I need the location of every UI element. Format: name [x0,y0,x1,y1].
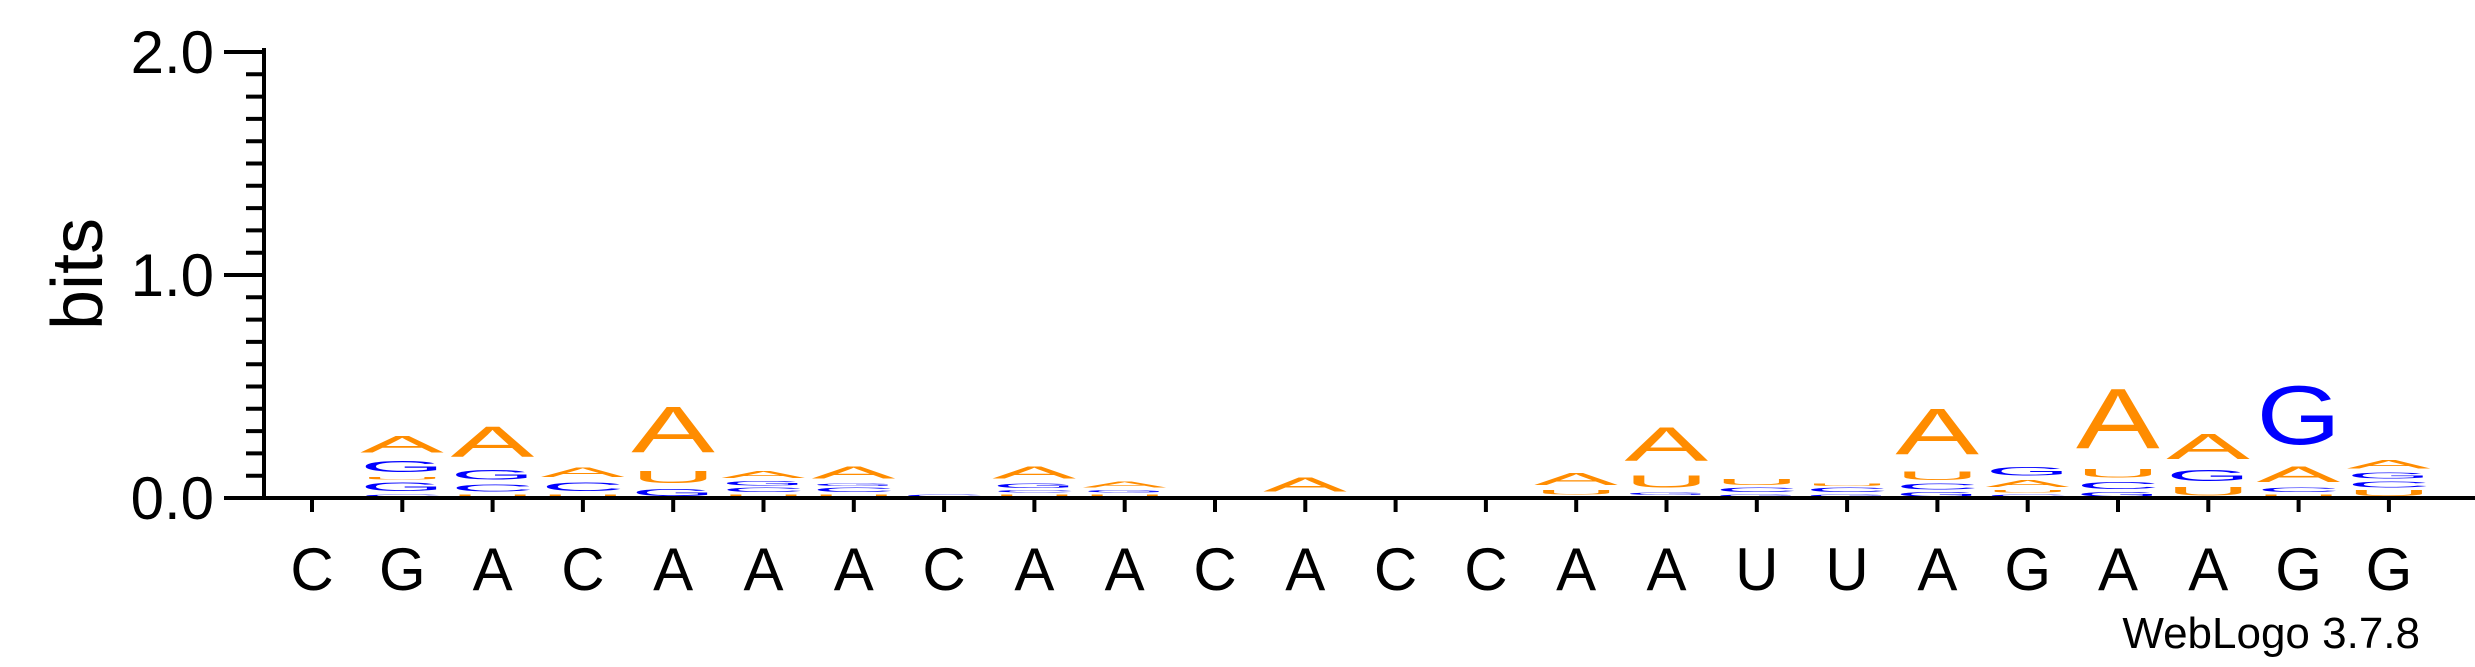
logo-letter-u: U [2076,467,2160,480]
x-tick-label: A [1646,536,1686,603]
logo-letter-u: U [1986,489,2070,493]
logo-letter-g: G [1895,491,1979,498]
x-tick-label: C [561,536,604,603]
logo-letter-g: G [360,480,444,493]
logo-letter-g: G [1083,489,1167,493]
logo-letter-u: U [1895,469,1979,482]
logo-letter-c: C [360,494,444,498]
y-ticks: 0.0 1.0 2.0 [131,19,264,532]
logo-letter-a: A [1263,474,1347,496]
x-tick-label: A [1917,536,1957,603]
logo-letter-g: G [2076,491,2160,498]
logo-letter-a: A [631,393,715,467]
x-tick-label: G [2366,536,2413,603]
logo-letter-a: A [1895,395,1979,469]
logo-letter-c: C [992,489,1076,493]
x-tick-label: C [1193,536,1236,603]
logo-letter-a: A [451,417,535,466]
logo-letter-u: U [722,494,806,498]
x-tick-label: G [2004,536,2051,603]
x-tick-label: A [1014,536,1054,603]
x-tick-label: G [379,536,426,603]
x-tick-label: U [1825,536,1868,603]
x-tick-label: C [1464,536,1507,603]
logo-letter-a: A [2347,458,2431,471]
x-tick-label: A [834,536,874,603]
x-tick-label: U [1735,536,1778,603]
logo-letter-a: A [1986,478,2071,489]
logo-letter-g: G [992,482,1076,489]
x-tick-label: A [743,536,783,603]
y-tick-label: 2.0 [131,19,214,86]
x-tick-label: A [2098,536,2138,603]
y-tick-label: 1.0 [131,242,214,309]
weblogo-credit: WebLogo 3.7.8 [2122,609,2420,658]
logo-letter-g: G [2257,369,2341,462]
logo-letter-u: U [360,476,444,480]
logo-letter-g: G [812,482,896,486]
logo-letter-c: C [1986,494,2070,498]
y-axis-title: bits [38,218,118,330]
logo-letter-u: U [1805,482,1889,486]
logo-letter-c: C [1895,482,1979,491]
logo-letter-c: C [902,494,986,498]
logo-letter-c: C [451,482,535,493]
logo-letter-c: C [812,487,896,494]
logo-letter-a: A [722,469,807,480]
logo-letter-u: U [2257,494,2341,498]
x-tick-label: C [922,536,965,603]
x-tick-label: C [1374,536,1417,603]
logo-letter-a: A [992,462,1076,482]
logo-letter-u: U [1625,471,1709,491]
logo-letter-c: C [1805,487,1889,494]
logo-letter-a: A [2076,371,2160,467]
logo-letter-g: G [722,480,806,487]
x-tick-label: A [1285,536,1325,603]
logo-letter-a: A [541,464,625,480]
logo-letter-u: U [812,494,896,498]
logo-letter-a: A [360,431,445,458]
logo-letter-g: G [1625,491,1709,495]
x-tick-label: A [1556,536,1596,603]
logo-letter-g: G [2166,467,2250,485]
logo-letter-u: U [1715,478,1799,487]
logo-letter-c: C [722,487,806,494]
logo-letter-g: G [2347,471,2431,480]
logo-letter-g: G [360,458,444,476]
logo-letter-a: A [2257,463,2341,487]
logo-letter-a: A [1083,480,1168,489]
logo-letter-g: G [1805,494,1889,498]
logo-letter-u: U [2347,489,2431,498]
logo-letter-g: G [631,487,715,498]
logo-letter-c: C [541,480,625,493]
logo-letter-u: U [992,494,1076,498]
x-tick-label: G [2275,536,2322,603]
x-tick-label: A [1105,536,1145,603]
logo-letter-g: G [451,467,535,483]
logo-letter-c: C [2347,480,2431,489]
logo-letter-c: C [2257,487,2341,494]
logo-letter-a: A [2166,427,2250,467]
logo-letter-u: U [2166,485,2250,498]
logo-letter-g: G [1986,465,2070,478]
logo-letter-c: C [1715,487,1799,494]
logo-letter-u: U [631,467,715,487]
logo-letter-a: A [812,462,896,482]
x-tick-label: C [290,536,333,603]
x-tick-label: A [653,536,693,603]
x-tick-label: A [473,536,513,603]
y-tick-label: 0.0 [131,465,214,532]
x-tick-label: A [2188,536,2228,603]
logo-letter-a: A [1625,418,1710,471]
logo-letter-c: C [2076,480,2160,491]
logo-letter-u: U [541,494,625,498]
logo-letter-g: G [1715,494,1799,498]
logo-letter-u: U [1083,494,1167,498]
logo-letter-u: U [1534,489,1618,496]
logo-letter-u: U [451,494,535,498]
logo-letter-a: A [1534,469,1618,489]
